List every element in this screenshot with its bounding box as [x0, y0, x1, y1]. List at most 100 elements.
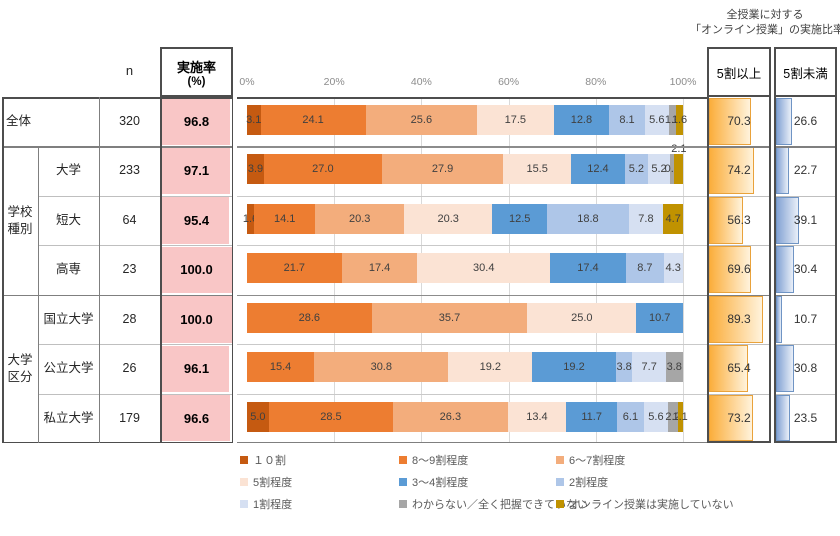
rate-header-line1: 実施率 [176, 59, 216, 75]
lt50-value: 26.6 [793, 114, 818, 128]
bar-segment-label: 8.1 [619, 114, 635, 126]
bar-segment [632, 352, 666, 383]
right-table-title-line1: 全授業に対する [726, 9, 804, 21]
row-label: 短大 [55, 212, 81, 227]
rate-databar [161, 147, 230, 195]
ge50-header-label: 5割以上 [716, 66, 762, 81]
bar-segment-label: 3.8 [666, 361, 682, 374]
bar-segment [315, 203, 404, 234]
lt50-databar [776, 98, 792, 145]
bar-segment [676, 105, 683, 135]
bar-segment-label: 35.7 [438, 311, 461, 324]
legend-swatch [556, 456, 564, 464]
bar-segment-label: 5.2 [628, 163, 644, 176]
bar-segment [503, 154, 571, 185]
bar-segment-label: 30.8 [370, 361, 392, 374]
rate-databar [161, 246, 232, 294]
bar-segment-label: 5.2 [651, 163, 667, 176]
rate-column-header: 実施率 (%) [160, 47, 233, 97]
legend-item: 8～9割程度 [399, 454, 468, 467]
lt50-value: 30.4 [793, 262, 818, 277]
bar-segment [532, 352, 616, 383]
ge50-value: 89.3 [727, 311, 751, 326]
lt50-databar [776, 196, 800, 244]
bar-segment-label: 28.5 [320, 410, 342, 423]
lt50-value: 22.7 [793, 163, 818, 178]
n-value: 179 [119, 410, 140, 425]
row-separator [237, 195, 707, 197]
x-axis-tick-label: 0% [239, 76, 255, 88]
legend-label: 6～7割程度 [569, 455, 626, 467]
bar-segment-label: 21.7 [283, 262, 306, 275]
row-separator [776, 245, 835, 247]
bar-segment [663, 253, 683, 284]
group-label-school-type: 学校 種別 [2, 146, 38, 294]
table-border [38, 146, 39, 443]
table-border [160, 97, 162, 443]
bar-segment-label: 20.3 [437, 212, 459, 225]
bar-segment-label: 8.7 [637, 262, 653, 275]
legend-label: わからない／全く把握できていない [412, 499, 588, 511]
legend-swatch [240, 456, 248, 464]
row-separator [38, 344, 233, 346]
ge50-databar [709, 196, 743, 244]
bar-segment [677, 401, 683, 432]
bar-segment-label: 4.3 [665, 262, 681, 275]
table-border [2, 97, 4, 443]
bar-segment [371, 302, 528, 333]
bar-segment-label: 17.4 [368, 262, 391, 275]
bar-segment-label: 5.0 [250, 410, 266, 423]
bar-segment-label: 7.8 [638, 212, 654, 225]
bar-segment [550, 253, 626, 284]
row-separator [776, 146, 835, 148]
row-separator [38, 245, 233, 247]
bar-segment [417, 253, 550, 284]
bar-segment [674, 154, 684, 185]
legend-item: 3～4割程度 [399, 476, 468, 489]
row-separator [237, 344, 707, 346]
bar-segment-label: 10.7 [648, 311, 671, 324]
bar-segment [341, 253, 418, 284]
bar-segment-label: 25.6 [410, 114, 433, 126]
legend-item: １０割 [240, 454, 286, 467]
row-label: 私立大学 [43, 410, 94, 425]
row-separator [776, 195, 835, 197]
bar-segment-label: 28.6 [298, 311, 321, 324]
bar-segment-label: 17.5 [504, 114, 527, 126]
bar-segment-label: 24.1 [302, 114, 324, 126]
ge50-databar [709, 246, 751, 294]
bar-segment [668, 401, 678, 432]
x-axis-tick-label: 20% [323, 76, 345, 88]
table-border [237, 97, 707, 99]
legend-label: オンライン授業は実施していない [569, 499, 734, 511]
bar-segment [448, 352, 533, 383]
bar-segment [247, 302, 372, 333]
row-separator [709, 393, 769, 395]
n-value: 28 [122, 311, 137, 326]
bar-segment [393, 401, 508, 432]
bar-segment-label: 26.3 [439, 410, 462, 423]
row-separator [237, 294, 707, 297]
bar-segment [268, 401, 394, 432]
rate-databar [161, 395, 230, 442]
row-separator [237, 393, 707, 395]
group-label-univ-category: 大学 区分 [2, 295, 38, 443]
bar-segment [566, 401, 618, 432]
bar-segment [247, 154, 264, 185]
legend-swatch [556, 500, 564, 508]
rate-value: 97.1 [183, 163, 210, 179]
bar-segment [247, 253, 342, 284]
bar-segment [253, 203, 316, 234]
right-table-title: 全授業に対する 「オンライン授業」の実施比率 [690, 8, 840, 38]
rate-value: 100.0 [180, 311, 213, 327]
lt50-databar [776, 345, 795, 393]
bar-segment [546, 203, 629, 234]
ge50-column-header: 5割以上 [707, 47, 771, 97]
rate-databar [161, 98, 230, 145]
bar-segment [669, 105, 677, 135]
x-axis-tick-label: 80% [585, 76, 607, 88]
rate-value: 96.8 [183, 114, 210, 129]
lt50-value: 39.1 [793, 212, 818, 227]
bar-segment [647, 154, 671, 185]
